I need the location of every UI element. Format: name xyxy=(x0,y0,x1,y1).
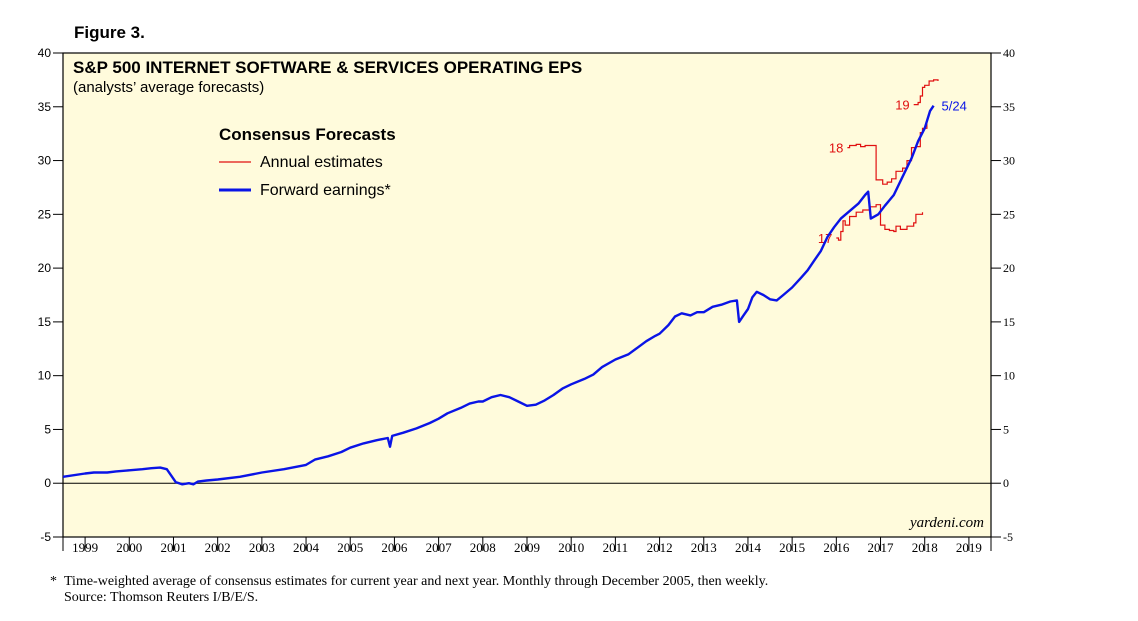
x-tick-label: 2005 xyxy=(337,540,363,555)
y-tick-label-left: 35 xyxy=(38,100,52,114)
x-tick-label: 2016 xyxy=(823,540,850,555)
legend-label-forward: Forward earnings* xyxy=(260,182,391,199)
y-tick-label-left: 15 xyxy=(38,315,52,329)
footnote: * Time-weighted average of consensus esti… xyxy=(50,574,768,606)
x-tick-label: 2009 xyxy=(514,540,540,555)
x-tick-label: 2019 xyxy=(956,540,982,555)
y-tick-label-right: 15 xyxy=(1003,315,1015,329)
y-tick-label-right: 25 xyxy=(1003,207,1015,221)
footnote-text: Time-weighted average of consensus estim… xyxy=(64,574,769,589)
y-tick-label-left: 40 xyxy=(38,46,52,60)
annual-estimate-label-18: 18 xyxy=(829,141,843,156)
forward-earnings-line xyxy=(62,105,935,486)
x-tick-label: 2014 xyxy=(735,540,762,555)
y-tick-label-right: 5 xyxy=(1003,422,1009,436)
x-tick-label: 2007 xyxy=(426,540,453,555)
y-tick-label-left: 25 xyxy=(38,207,52,221)
footnote-star: * xyxy=(50,574,57,589)
y-tick-label-left: 5 xyxy=(44,422,51,436)
x-tick-label: 2012 xyxy=(647,540,673,555)
y-tick-label-left: -5 xyxy=(40,530,51,544)
x-tick-label: 2006 xyxy=(381,540,408,555)
y-tick-label-right: 20 xyxy=(1003,261,1015,275)
x-tick-label: 2003 xyxy=(249,540,275,555)
y-tick-label-right: 30 xyxy=(1003,154,1015,168)
legend-label-annual: Annual estimates xyxy=(260,154,383,171)
legend: Consensus Forecasts Annual estimates For… xyxy=(219,125,396,199)
figure-label: Figure 3. xyxy=(74,23,145,42)
footnote-source: Source: Thomson Reuters I/B/E/S. xyxy=(64,590,259,605)
x-tick-label: 2004 xyxy=(293,540,320,555)
x-tick-label: 2002 xyxy=(205,540,231,555)
x-tick-label: 2013 xyxy=(691,540,717,555)
annual-estimate-label-19: 19 xyxy=(895,98,909,113)
watermark: yardeni.com xyxy=(908,515,984,531)
y-tick-label-right: 0 xyxy=(1003,476,1009,490)
annual-estimate-line-18 xyxy=(847,122,928,185)
footnote-text-line: * Time-weighted average of consensus esti… xyxy=(50,574,768,590)
y-tick-label-left: 20 xyxy=(38,261,52,275)
y-tick-label-left: 30 xyxy=(38,154,52,168)
legend-title: Consensus Forecasts xyxy=(219,125,396,144)
y-tick-label-left: 0 xyxy=(44,476,51,490)
y-tick-label-left: 10 xyxy=(38,369,52,383)
x-tick-label: 1999 xyxy=(72,540,98,555)
y-tick-label-right: -5 xyxy=(1003,530,1013,544)
x-tick-label: 2015 xyxy=(779,540,805,555)
chart-subtitle: (analysts’ average forecasts) xyxy=(73,79,264,96)
x-tick-label: 2017 xyxy=(868,540,895,555)
x-tick-label: 2018 xyxy=(912,540,938,555)
y-tick-label-right: 35 xyxy=(1003,100,1015,114)
plot-area xyxy=(62,52,992,538)
forward-earnings-end-label: 5/24 xyxy=(942,99,967,114)
axes: -5 -5 0 0 5 5 10 10 15 15 20 20 25 25 30 30 35 35 40 40 1999… xyxy=(38,46,1015,555)
y-tick-label-right: 10 xyxy=(1003,369,1015,383)
annual-estimate-line-19 xyxy=(913,79,939,106)
chart-title: S&P 500 INTERNET SOFTWARE & SERVICES OPE… xyxy=(73,58,582,77)
x-tick-label: 2010 xyxy=(558,540,584,555)
x-tick-label: 2011 xyxy=(603,540,629,555)
y-tick-label-right: 40 xyxy=(1003,46,1015,60)
x-tick-label: 2000 xyxy=(116,540,142,555)
annual-estimate-line-17 xyxy=(836,204,924,241)
x-tick-label: 2001 xyxy=(160,540,186,555)
x-tick-label: 2008 xyxy=(470,540,496,555)
